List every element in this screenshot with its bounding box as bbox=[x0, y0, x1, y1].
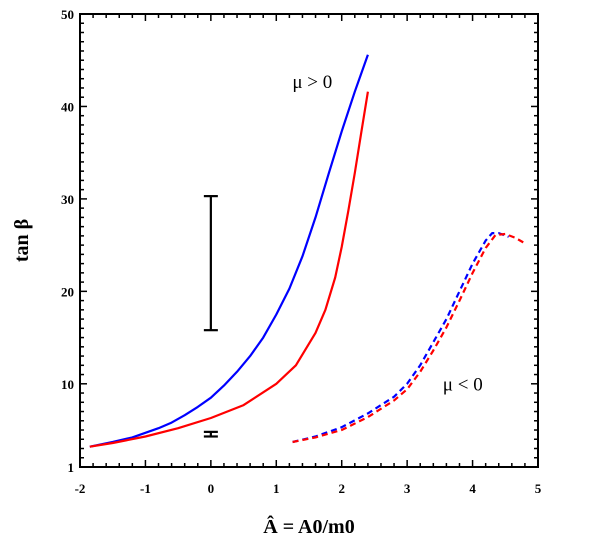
error-bar-2 bbox=[203, 430, 218, 438]
series-line-1 bbox=[89, 54, 369, 448]
y-tick-label: 10 bbox=[61, 377, 74, 392]
x-tick-label: 5 bbox=[535, 481, 542, 496]
y-tick-label: 1 bbox=[68, 460, 75, 475]
series-layer bbox=[89, 54, 526, 448]
y-tick-label: 40 bbox=[61, 99, 74, 114]
x-axis-title: Â = A0/m0 bbox=[263, 514, 354, 538]
series-line-3 bbox=[292, 232, 509, 444]
x-tick-label: 3 bbox=[404, 481, 411, 496]
error-bar-1 bbox=[203, 195, 218, 332]
series-line-4 bbox=[292, 232, 526, 444]
annotation-label: μ > 0 bbox=[292, 72, 332, 93]
y-tick-label: 50 bbox=[61, 7, 74, 22]
tick-label-layer: -2 -1 0 1 2 3 4 5 1 10 20 30 40 50 bbox=[61, 7, 542, 496]
x-tick-label: 4 bbox=[469, 481, 476, 496]
y-tick-label: 20 bbox=[61, 284, 74, 299]
x-tick-label: -1 bbox=[140, 481, 151, 496]
x-tick-label: 1 bbox=[273, 481, 280, 496]
annotation-label: μ < 0 bbox=[443, 374, 483, 395]
error-bar-layer bbox=[203, 195, 218, 438]
tick-layer bbox=[79, 13, 539, 468]
annotation-layer: μ > 0 μ < 0 bbox=[292, 72, 482, 395]
series-line-2 bbox=[89, 91, 369, 448]
y-tick-label: 30 bbox=[61, 192, 74, 207]
x-tick-label: 2 bbox=[338, 481, 345, 496]
x-tick-label: -2 bbox=[75, 481, 86, 496]
plot-frame bbox=[79, 13, 539, 468]
x-tick-label: 0 bbox=[208, 481, 215, 496]
y-axis-title: tan β bbox=[11, 219, 33, 262]
